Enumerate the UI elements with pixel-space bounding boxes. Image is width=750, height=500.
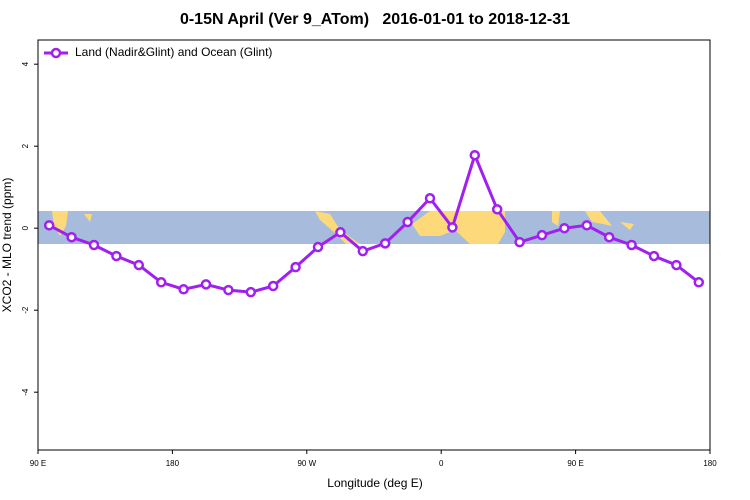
map-band bbox=[38, 211, 710, 244]
y-tick-label: 0 bbox=[21, 225, 30, 230]
point bbox=[312, 241, 324, 253]
land bbox=[52, 211, 68, 236]
land bbox=[620, 222, 634, 230]
land bbox=[84, 214, 92, 222]
land bbox=[315, 211, 360, 244]
x-tick-label: 0 bbox=[439, 459, 444, 468]
point bbox=[43, 220, 55, 231]
x-axis-label: Longitude (deg E) bbox=[327, 476, 422, 490]
y-tick-label: 2 bbox=[21, 143, 30, 148]
point bbox=[335, 227, 346, 238]
land bbox=[552, 211, 560, 226]
point bbox=[671, 259, 682, 271]
point bbox=[536, 229, 548, 241]
point bbox=[133, 259, 145, 271]
point bbox=[357, 245, 369, 257]
y-tick-label: 4 bbox=[21, 61, 30, 66]
x-tick-label: 90 E bbox=[30, 459, 46, 468]
point bbox=[66, 231, 77, 243]
point bbox=[514, 236, 525, 248]
point bbox=[491, 204, 503, 215]
y-axis-label: XCO2 - MLO trend (ppm) bbox=[0, 178, 14, 313]
point bbox=[290, 261, 301, 273]
point bbox=[603, 231, 615, 243]
chart-title: 0-15N April (Ver 9_ATom) 2016-01-01 to 2… bbox=[180, 11, 570, 28]
point bbox=[223, 284, 234, 296]
point bbox=[245, 286, 257, 298]
x-tick-label: 180 bbox=[703, 459, 717, 468]
point bbox=[178, 284, 189, 295]
point bbox=[424, 193, 436, 204]
land bbox=[412, 211, 505, 244]
point bbox=[469, 149, 481, 161]
point bbox=[626, 239, 637, 251]
point bbox=[379, 238, 391, 249]
x-tick-label: 90 E bbox=[567, 459, 583, 468]
x-tick-label: 180 bbox=[166, 459, 180, 468]
x-tick-label: 90 W bbox=[297, 459, 316, 468]
point bbox=[581, 220, 593, 231]
legend-marker bbox=[50, 47, 62, 59]
legend-label: Land (Nadir&Glint) and Ocean (Glint) bbox=[75, 45, 272, 59]
land bbox=[585, 211, 612, 226]
point bbox=[88, 239, 100, 251]
y-tick-label: -2 bbox=[21, 306, 30, 314]
point bbox=[648, 250, 660, 262]
point bbox=[200, 279, 212, 290]
y-tick-label: -4 bbox=[21, 388, 30, 396]
point bbox=[559, 222, 570, 234]
point bbox=[447, 222, 458, 233]
point bbox=[693, 277, 705, 288]
point bbox=[402, 216, 413, 228]
point bbox=[155, 277, 167, 288]
plot-frame bbox=[37, 39, 711, 451]
point bbox=[111, 250, 122, 262]
point bbox=[267, 280, 279, 292]
